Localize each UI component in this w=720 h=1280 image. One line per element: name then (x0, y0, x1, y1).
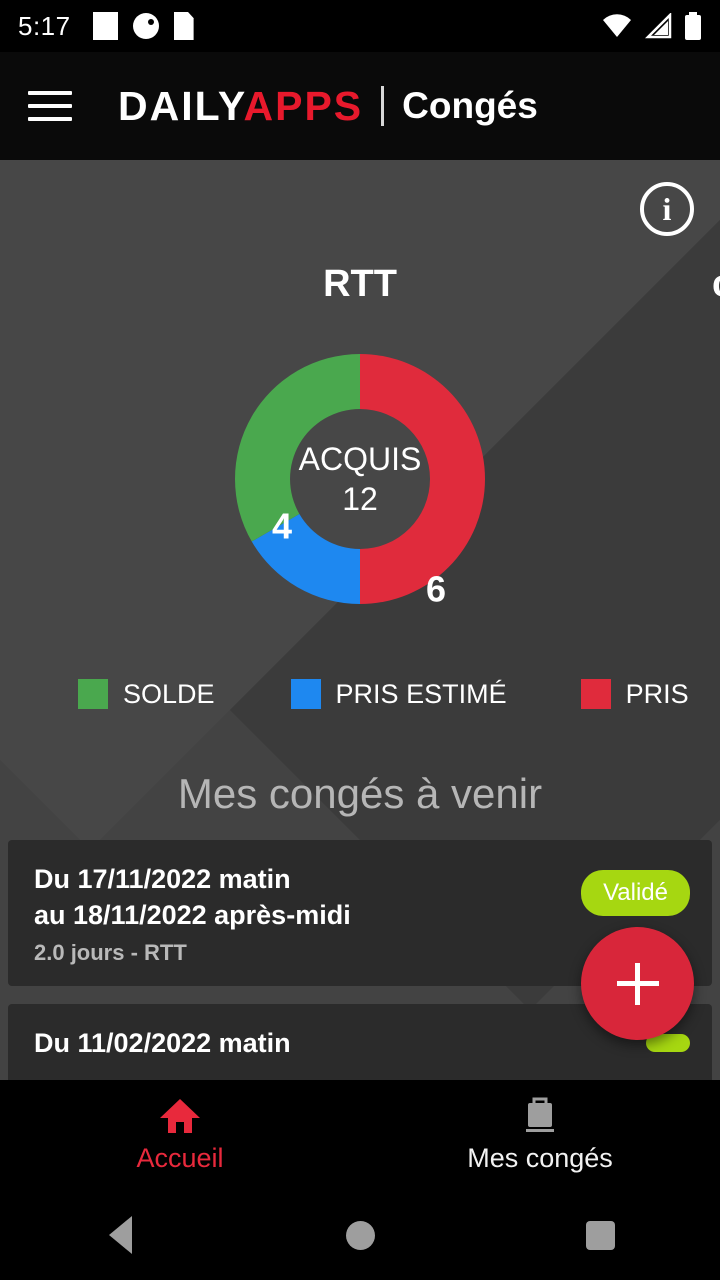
nav-label-mes-conges: Mes congés (467, 1143, 613, 1173)
leave-start-date: Du 11/02/2022 matin (34, 1028, 291, 1059)
legend-swatch-pris (580, 679, 611, 709)
battery-icon (685, 12, 701, 40)
add-leave-fab[interactable] (581, 927, 694, 1040)
app-notification-icon (132, 13, 159, 39)
bottom-navigation: Accueil Mes congés (0, 1080, 720, 1190)
page-title: Congés (402, 85, 538, 126)
chart-page-conges[interactable]: congés (680, 160, 720, 720)
hamburger-menu-icon[interactable] (28, 91, 72, 121)
status-right-icons (602, 12, 702, 40)
legend-item-pris: PRIS (580, 678, 689, 710)
status-time: 5:17 (18, 10, 71, 41)
donut-center-label: ACQUIS (298, 441, 422, 477)
donut-center-value: 12 (342, 481, 378, 517)
nav-item-accueil[interactable]: Accueil (0, 1080, 360, 1190)
app-logo: DAILYAPPS Congés (118, 85, 538, 127)
legend-label-solde: SOLDE (123, 678, 215, 709)
status-badge (646, 1034, 690, 1053)
chart-title-conges: congés (680, 263, 720, 306)
info-icon-glyph: i (662, 190, 672, 227)
sdcard-icon (173, 12, 194, 40)
app-bar: DAILYAPPS Congés (0, 52, 720, 160)
home-icon (160, 1099, 200, 1133)
back-triangle-icon[interactable] (0, 1216, 240, 1254)
wifi-icon (603, 14, 631, 38)
legend-swatch-solde (78, 679, 108, 709)
chart-legend: SOLDE PRIS ESTIMÉ PRIS (0, 672, 720, 716)
legend-swatch-pris-estime (290, 679, 321, 709)
add-icon-vertical (635, 962, 640, 1005)
donut-value-pris: 6 (426, 569, 446, 610)
legend-label-pris: PRIS (625, 678, 689, 709)
android-system-nav (0, 1190, 720, 1280)
logo-accent-text: APPS (243, 82, 364, 129)
recents-square-icon[interactable] (480, 1220, 720, 1250)
legend-item-solde: SOLDE (78, 679, 215, 710)
screenshot-square-icon (92, 12, 118, 40)
nav-item-mes-conges[interactable]: Mes congés (360, 1080, 720, 1190)
logo-primary-text: DAILY (118, 82, 244, 129)
status-bar: 5:17 (0, 0, 720, 52)
chart-carousel[interactable]: RTT 6 2 4 ACQUIS 12 (0, 160, 720, 720)
legend-item-pris-estime: PRIS ESTIMÉ (290, 678, 507, 710)
legend-label-pris-estime: PRIS ESTIMÉ (335, 678, 507, 709)
donut-chart-rtt: 6 2 4 ACQUIS 12 (223, 342, 497, 616)
status-badge: Validé (581, 870, 690, 916)
status-left-icons (92, 12, 194, 40)
chart-title: RTT (323, 263, 397, 305)
donut-center-text: ACQUIS 12 (270, 439, 450, 519)
title-divider (381, 86, 385, 126)
main-content: i RTT 6 2 4 (0, 160, 720, 1080)
cellular-signal-icon (644, 13, 672, 39)
nav-label-accueil: Accueil (136, 1143, 224, 1173)
info-icon[interactable]: i (640, 182, 694, 236)
section-title-upcoming-leaves: Mes congés à venir (177, 770, 543, 817)
briefcase-icon (526, 1097, 554, 1132)
home-circle-icon[interactable] (240, 1220, 480, 1250)
chart-page-rtt[interactable]: RTT 6 2 4 ACQUIS 12 (0, 160, 720, 720)
